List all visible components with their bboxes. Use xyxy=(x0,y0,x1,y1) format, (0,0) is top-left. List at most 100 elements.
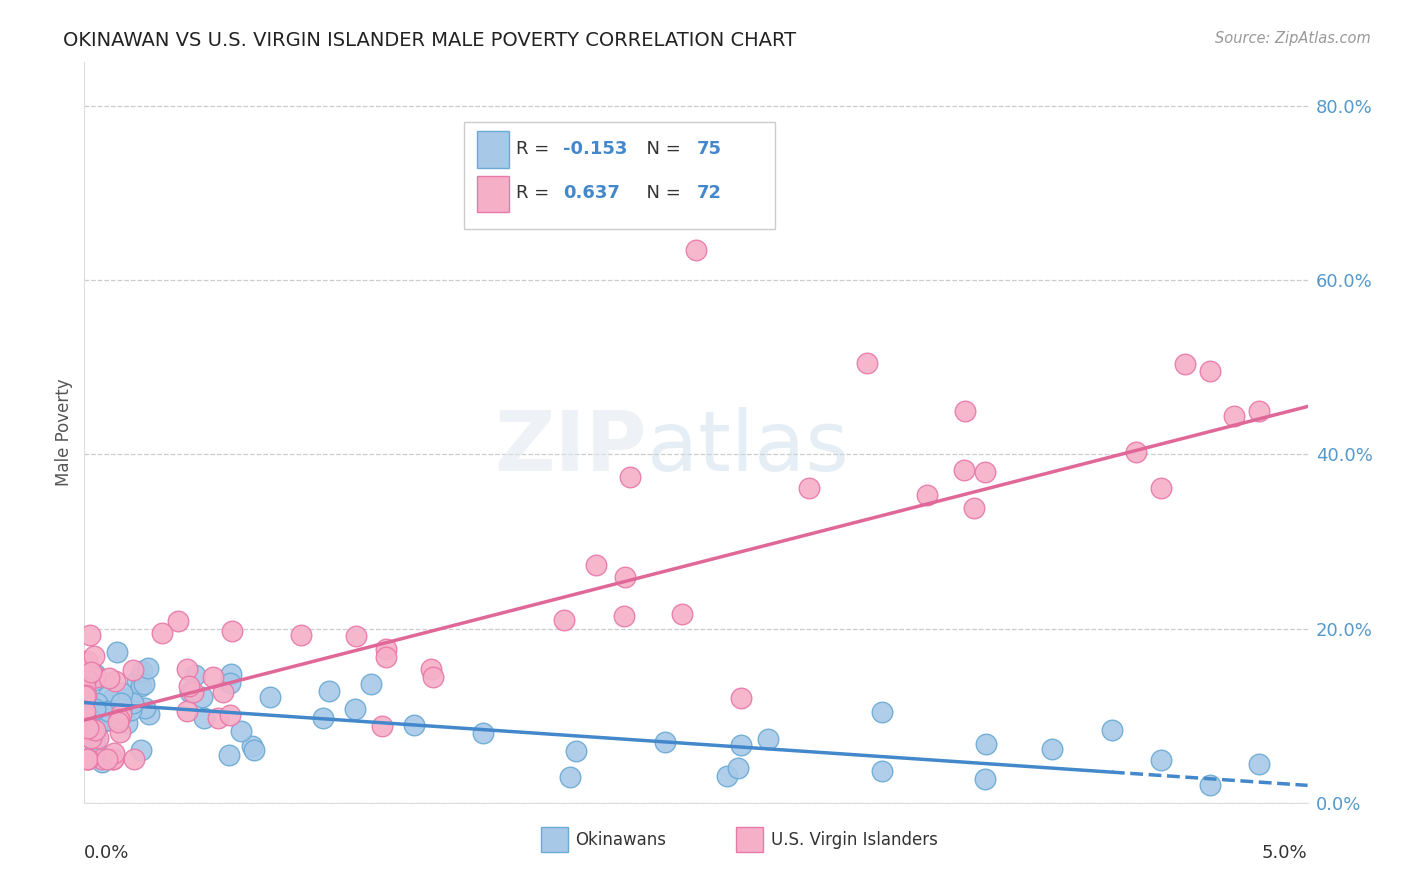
Point xyxy=(654,735,676,749)
Point xyxy=(973,465,995,479)
Point xyxy=(166,615,188,629)
Point xyxy=(80,731,103,745)
Point xyxy=(75,672,97,686)
Point xyxy=(207,710,229,724)
Point xyxy=(1198,364,1220,378)
Point xyxy=(565,744,588,758)
Point xyxy=(856,356,879,370)
Point xyxy=(218,708,240,723)
Point xyxy=(101,692,124,706)
Point xyxy=(110,702,132,716)
Point xyxy=(240,739,263,753)
Text: 72: 72 xyxy=(697,185,723,202)
Text: U.S. Virgin Islanders: U.S. Virgin Islanders xyxy=(770,830,938,849)
Point xyxy=(93,710,115,724)
Point xyxy=(79,628,101,642)
Point xyxy=(585,558,607,573)
Y-axis label: Male Poverty: Male Poverty xyxy=(55,379,73,486)
Point xyxy=(80,665,103,680)
Point xyxy=(129,743,152,757)
Point xyxy=(84,737,107,751)
Point xyxy=(1198,778,1220,792)
Point xyxy=(103,746,125,760)
Point xyxy=(75,688,97,702)
Text: 0.0%: 0.0% xyxy=(84,844,129,862)
Point xyxy=(111,707,134,722)
FancyBboxPatch shape xyxy=(477,176,509,212)
Point xyxy=(974,738,997,752)
Point xyxy=(343,702,366,716)
Point xyxy=(218,675,240,690)
Point xyxy=(73,680,96,694)
Point xyxy=(558,770,581,784)
Point xyxy=(872,764,894,778)
Text: 5.0%: 5.0% xyxy=(1263,844,1308,862)
Point xyxy=(730,691,752,706)
Point xyxy=(422,670,444,684)
Point xyxy=(974,772,997,787)
Point xyxy=(953,462,976,476)
Point xyxy=(344,629,367,643)
FancyBboxPatch shape xyxy=(464,121,776,229)
Point xyxy=(86,696,108,710)
Text: ZIP: ZIP xyxy=(495,407,647,488)
Point xyxy=(176,662,198,676)
FancyBboxPatch shape xyxy=(541,827,568,853)
Point xyxy=(963,500,986,515)
Point xyxy=(312,710,335,724)
Point xyxy=(375,649,398,664)
Point xyxy=(101,752,124,766)
Point xyxy=(259,690,281,705)
Point xyxy=(242,743,264,757)
Point xyxy=(1174,357,1197,371)
Text: Source: ZipAtlas.com: Source: ZipAtlas.com xyxy=(1215,31,1371,46)
Point xyxy=(181,685,204,699)
Point xyxy=(218,748,240,763)
Point xyxy=(98,713,121,727)
Point xyxy=(84,670,107,684)
Point xyxy=(75,718,97,732)
Point xyxy=(76,723,98,738)
Text: N =: N = xyxy=(636,185,686,202)
Point xyxy=(73,690,96,704)
Point xyxy=(91,755,114,769)
Point xyxy=(107,715,129,730)
Point xyxy=(129,679,152,693)
Point xyxy=(117,716,139,731)
Point xyxy=(318,683,340,698)
Point xyxy=(179,684,201,698)
Text: R =: R = xyxy=(516,185,555,202)
Point xyxy=(870,705,893,719)
Point xyxy=(177,679,200,693)
Point xyxy=(77,702,100,716)
Point xyxy=(83,666,105,681)
Point xyxy=(184,668,207,682)
Point xyxy=(73,718,96,732)
Point xyxy=(120,690,142,704)
Point xyxy=(915,488,938,502)
Point xyxy=(79,701,101,715)
Point xyxy=(402,718,425,732)
Point xyxy=(150,625,173,640)
Point xyxy=(122,752,145,766)
Point xyxy=(83,723,105,737)
Point xyxy=(953,404,976,418)
Text: atlas: atlas xyxy=(647,407,849,488)
Point xyxy=(371,719,394,733)
Point xyxy=(73,710,96,724)
Point xyxy=(121,696,143,710)
Point xyxy=(82,724,104,739)
Point xyxy=(76,752,98,766)
Point xyxy=(111,686,134,700)
Point xyxy=(87,731,110,746)
Point xyxy=(221,624,243,638)
Text: 0.637: 0.637 xyxy=(562,185,620,202)
Point xyxy=(685,243,707,257)
Text: -0.153: -0.153 xyxy=(562,140,627,158)
Point xyxy=(229,724,252,739)
Point xyxy=(121,663,143,677)
Point xyxy=(100,706,122,721)
Point xyxy=(613,569,636,583)
Point xyxy=(105,645,128,659)
Point xyxy=(138,706,160,721)
